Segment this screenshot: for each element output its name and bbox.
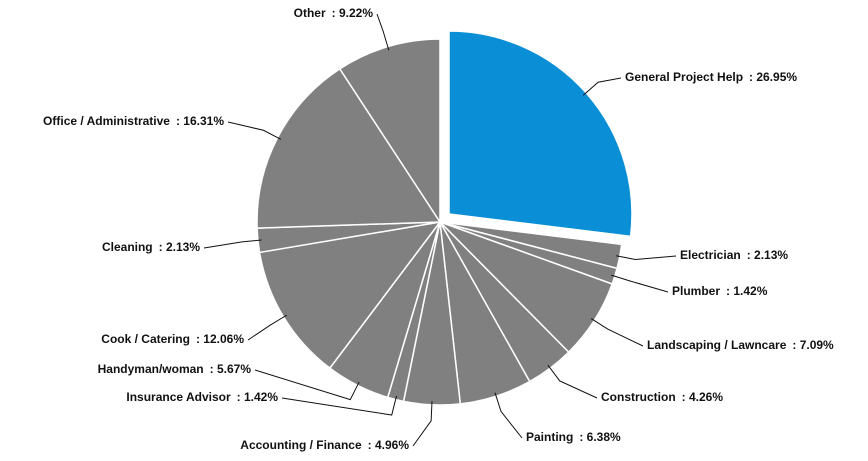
slice-label: Cook / Catering : 12.06% bbox=[101, 332, 244, 346]
slice-label: Landscaping / Lawncare : 7.09% bbox=[647, 338, 834, 352]
slice-label: Plumber : 1.42% bbox=[672, 284, 768, 298]
slice-value: : 12.06% bbox=[196, 332, 244, 346]
leader-line bbox=[494, 392, 523, 439]
leader-line bbox=[582, 77, 622, 96]
slice-label: Cleaning : 2.13% bbox=[102, 240, 200, 254]
slice-name: Electrician bbox=[680, 248, 741, 262]
slice-name: Cook / Catering bbox=[101, 332, 190, 346]
slice-value: : 5.67% bbox=[210, 362, 252, 376]
leader-line bbox=[227, 121, 282, 140]
slice-value: : 9.22% bbox=[332, 6, 374, 20]
slice-label: Insurance Advisor : 1.42% bbox=[126, 390, 278, 404]
slice-label: Painting : 6.38% bbox=[526, 430, 621, 444]
slice-name: Cleaning bbox=[102, 240, 153, 254]
slice-value: : 2.13% bbox=[747, 248, 789, 262]
slice-name: Office / Administrative bbox=[43, 114, 170, 128]
leader-line bbox=[376, 13, 390, 51]
slice-name: Handyman/woman bbox=[98, 362, 204, 376]
slice-value: : 26.95% bbox=[749, 70, 797, 84]
slice-value: : 7.09% bbox=[792, 338, 834, 352]
slice-name: Accounting / Finance bbox=[240, 438, 362, 452]
slice-name: Other bbox=[294, 6, 326, 20]
slice-value: : 16.31% bbox=[176, 114, 224, 128]
slice-label: Construction : 4.26% bbox=[601, 390, 723, 404]
slice-name: Insurance Advisor bbox=[126, 390, 231, 404]
leader-line bbox=[254, 369, 360, 401]
leader-line bbox=[412, 401, 433, 447]
slice-name: Plumber bbox=[672, 284, 720, 298]
slice-label: Handyman/woman : 5.67% bbox=[98, 362, 252, 376]
slice-value: : 1.42% bbox=[726, 284, 768, 298]
slice-name: Construction bbox=[601, 390, 676, 404]
leader-line bbox=[203, 239, 262, 249]
slice-label: Electrician : 2.13% bbox=[680, 248, 788, 262]
leader-line bbox=[281, 395, 397, 416]
leader-line bbox=[611, 274, 669, 293]
slice-value: : 4.26% bbox=[682, 390, 724, 404]
leader-line bbox=[590, 318, 644, 347]
slice-value: : 2.13% bbox=[159, 240, 201, 254]
pie-slice bbox=[448, 30, 633, 238]
slice-label: General Project Help : 26.95% bbox=[625, 70, 797, 84]
slice-label: Office / Administrative : 16.31% bbox=[43, 114, 224, 128]
slice-value: : 1.42% bbox=[237, 390, 279, 404]
slice-label: Other : 9.22% bbox=[294, 6, 374, 20]
slice-name: General Project Help bbox=[625, 70, 743, 84]
leader-line bbox=[616, 255, 677, 260]
leader-line bbox=[247, 314, 287, 341]
slice-value: : 4.96% bbox=[368, 438, 410, 452]
slice-value: : 6.38% bbox=[579, 430, 621, 444]
leader-line bbox=[547, 364, 598, 399]
slice-label: Accounting / Finance : 4.96% bbox=[240, 438, 409, 452]
slice-name: Painting bbox=[526, 430, 573, 444]
slice-name: Landscaping / Lawncare bbox=[647, 338, 787, 352]
